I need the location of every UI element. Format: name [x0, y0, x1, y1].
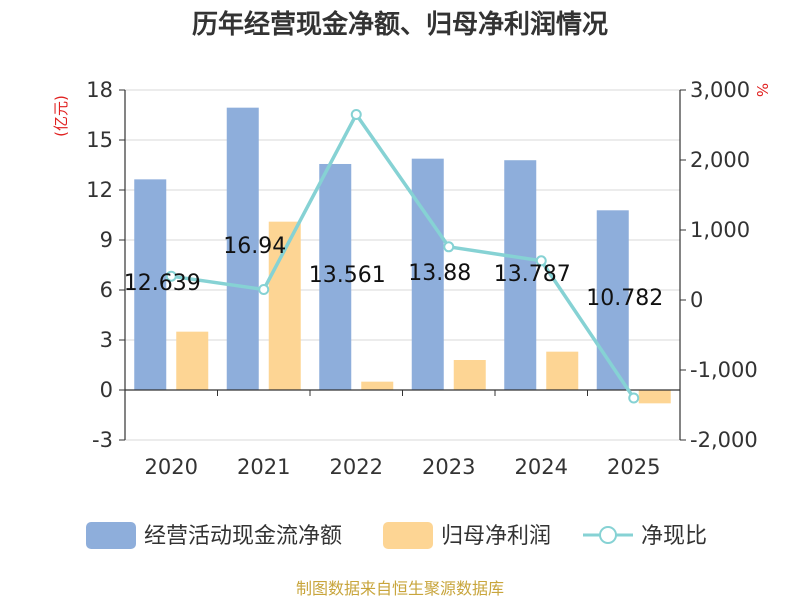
x-tick-label: 2024: [515, 455, 568, 479]
x-tick-label: 2022: [330, 455, 383, 479]
left-tick-label: 12: [86, 178, 113, 202]
bar-net-profit: [176, 331, 209, 390]
x-tick-label: 2021: [237, 455, 290, 479]
data-labels: 12.639 16.94 13.561 13.88 13.787 10.782: [124, 234, 663, 311]
bar-net-profit: [546, 351, 579, 390]
x-tick-label: 2020: [145, 455, 198, 479]
ratio-point: [443, 241, 455, 253]
bar-cashflow: [134, 179, 167, 390]
grid-lines: [125, 89, 680, 441]
x-tick-label: 2025: [607, 455, 660, 479]
right-tick-label: 3,000: [690, 78, 750, 102]
legend-item-cashflow[interactable]: 经营活动现金流净额: [86, 522, 342, 549]
ratio-point: [535, 255, 547, 267]
data-label: 13.561: [309, 263, 386, 288]
left-tick-label: 15: [86, 128, 113, 152]
left-tick-label: -3: [92, 428, 113, 452]
left-axis-unit: (亿元): [52, 95, 70, 137]
x-tick-label: 2023: [422, 455, 475, 479]
axes: -3 0 3 6 9 12 15 18 -2,000 -1,000 0 1,000 2,000 3,000…: [86, 78, 757, 479]
legend-label: 经营活动现金流净额: [144, 524, 342, 549]
legend-item-net-profit[interactable]: 归母净利润: [383, 522, 551, 549]
right-tick-label: -1,000: [690, 358, 758, 382]
chart-title: 历年经营现金净额、归母净利润情况: [192, 9, 608, 40]
bar-cashflow: [504, 160, 537, 390]
source-note: 制图数据来自恒生聚源数据库: [296, 579, 504, 598]
data-label: 12.639: [124, 271, 201, 296]
ratio-point: [258, 284, 270, 295]
left-tick-label: 6: [100, 278, 113, 302]
bar-cashflow: [411, 158, 444, 390]
data-label: 16.94: [223, 234, 286, 259]
ratio-line-path: [171, 111, 636, 399]
data-label: 13.88: [408, 261, 471, 286]
bar-net-profit: [361, 381, 394, 390]
ratio-line: [165, 109, 640, 404]
right-tick-label: 1,000: [690, 218, 750, 242]
left-tick-label: 9: [100, 228, 113, 252]
ratio-point: [628, 392, 640, 404]
ratio-point: [165, 270, 177, 282]
left-tick-label: 18: [86, 78, 113, 102]
data-label: 10.782: [586, 286, 663, 311]
right-tick-label: -2,000: [690, 428, 758, 452]
legend-item-ratio[interactable]: 净现比: [583, 524, 707, 549]
bar-net-profit: [453, 360, 486, 390]
right-tick-label: 0: [690, 288, 703, 312]
bar-cashflow: [319, 163, 352, 390]
bars: [134, 107, 671, 404]
right-tick-label: 2,000: [690, 148, 750, 172]
legend[interactable]: 经营活动现金流净额 归母净利润 净现比: [86, 522, 707, 549]
left-tick-label: 3: [100, 328, 113, 352]
legend-label: 归母净利润: [441, 524, 551, 549]
ratio-point: [350, 109, 362, 120]
bar-cashflow: [596, 210, 629, 390]
left-tick-label: 0: [100, 378, 113, 402]
legend-marker: [599, 526, 617, 544]
legend-swatch: [383, 522, 433, 549]
data-label: 13.787: [494, 262, 571, 287]
bar-cashflow: [226, 107, 259, 391]
legend-swatch: [86, 522, 136, 549]
legend-label: 净现比: [641, 524, 707, 549]
bar-net-profit: [638, 390, 671, 404]
right-axis-unit: %: [753, 83, 771, 97]
